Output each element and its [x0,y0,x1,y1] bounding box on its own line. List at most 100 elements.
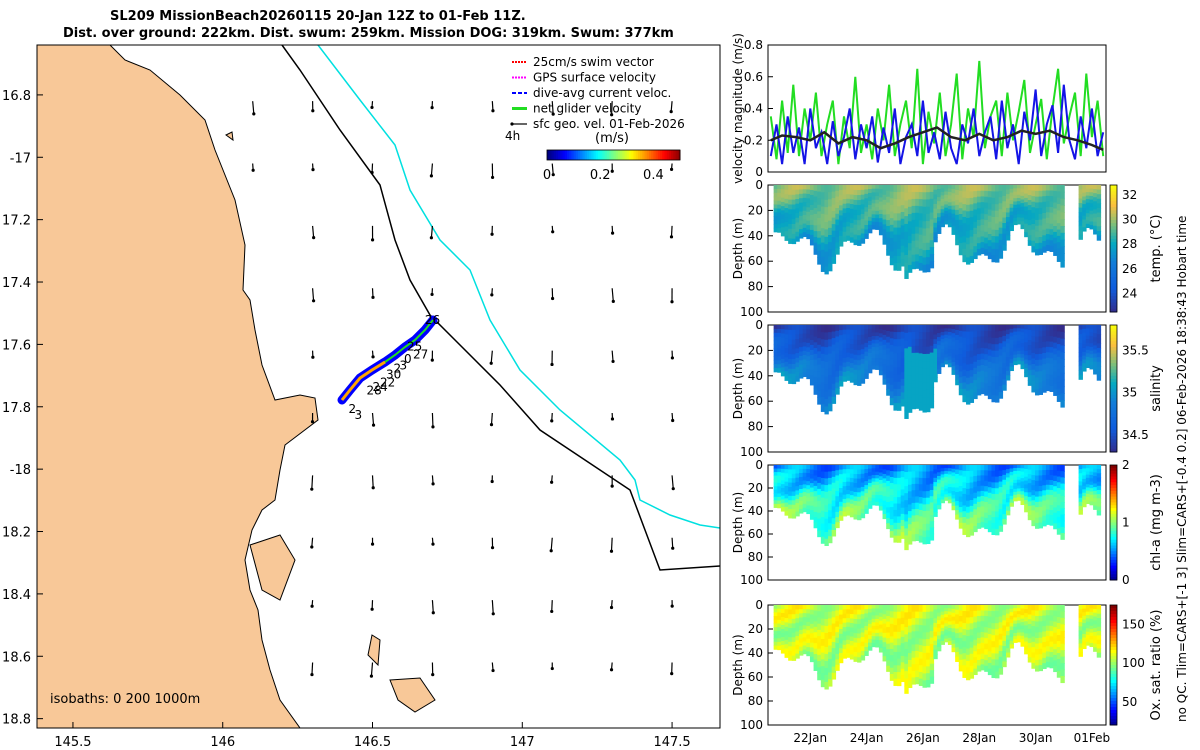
section-cell [969,623,975,630]
section-cell [958,512,964,519]
section-cell [1060,338,1065,347]
section-cell [933,490,938,496]
section-cell [955,199,960,206]
section-cell [1042,500,1047,507]
colorbar-cell [633,150,637,160]
section-cell [958,342,964,349]
section-cell [922,353,927,362]
section-cell [929,380,935,388]
section-cell [933,482,938,487]
section-cell [842,631,847,637]
section-cell [1020,343,1025,348]
section-cell [922,235,927,244]
section-cell [1049,515,1054,521]
section-cell [991,623,996,630]
section-cell [951,487,956,492]
section-cell [1082,478,1087,483]
section-cell [1096,347,1102,354]
section-cell [820,666,826,674]
section-colorbar-cell [1110,261,1117,265]
section-cell [889,185,895,193]
section-colorbar-cell [1110,413,1117,418]
section-cell [940,359,945,364]
section-cell [886,377,891,385]
section-cell [842,613,847,619]
section-cell [1013,334,1018,339]
section-cell [962,191,967,199]
section-cell [984,377,989,385]
section-cell [929,670,935,678]
section-cell [984,336,989,344]
section-cell [828,672,833,680]
section-colorbar-cell [1110,372,1117,377]
section-cell [907,504,913,512]
section-cell [806,509,811,515]
section-cell [995,337,1000,345]
section-cell [831,465,837,472]
section-cell [1089,615,1094,620]
section-cell [1005,361,1011,367]
section-cell [1085,631,1091,636]
colorbar-cell [560,150,564,160]
section-cell [1056,185,1062,192]
sfc-velocity-field [251,101,675,678]
section-cell [1096,465,1102,470]
section-cell [784,185,789,191]
section-cell [871,608,877,613]
section-cell [882,374,887,380]
section-cell [900,232,906,240]
section-cell [991,337,996,345]
section-cell [1096,477,1102,483]
section-cell [1096,189,1102,195]
section-cell [1085,209,1091,214]
section-cell [911,359,916,368]
section-cell [1042,196,1047,203]
section-cell [980,330,985,338]
island-1 [389,677,436,713]
section-cell [922,524,927,532]
section-cell [933,473,938,479]
section-cell [842,486,847,492]
section-cell [1016,608,1022,612]
section-cell [907,404,913,413]
section-cell [1009,332,1014,337]
section-cell [1049,495,1054,501]
section-cell [802,617,808,622]
section-cell [933,222,938,229]
section-cell [809,487,815,493]
section-cell [882,628,887,634]
track-day-label: 22 [380,376,395,390]
section-cell [846,375,851,381]
section-cell [1042,641,1047,648]
section-cell [791,329,797,336]
section-cell [962,331,967,339]
section-cell [922,332,927,341]
section-cell [802,609,808,614]
section-cell [940,471,945,476]
section-cell [802,472,808,478]
section-cell [788,623,793,629]
section-cell [809,505,815,511]
section-cell [824,332,829,341]
section-cell [987,343,993,351]
section-cell [1049,245,1054,252]
section-cell [842,507,847,513]
section-cell [929,527,935,535]
section-cell [1038,465,1044,471]
section-cell [915,373,920,382]
section-cell [1020,185,1025,190]
section-cell [889,531,895,538]
section-cell [915,205,920,214]
section-cell [828,403,833,412]
section-cell [868,224,873,230]
section-colorbar-label: chl-a (mg m-3) [1149,474,1164,571]
section-cell [897,339,902,347]
section-cell [1035,336,1040,344]
section-cell [1002,519,1007,525]
section-cell [973,325,978,332]
section-cell [955,465,960,471]
section-colorbar-cell [1110,188,1117,192]
section-cell [853,614,858,620]
